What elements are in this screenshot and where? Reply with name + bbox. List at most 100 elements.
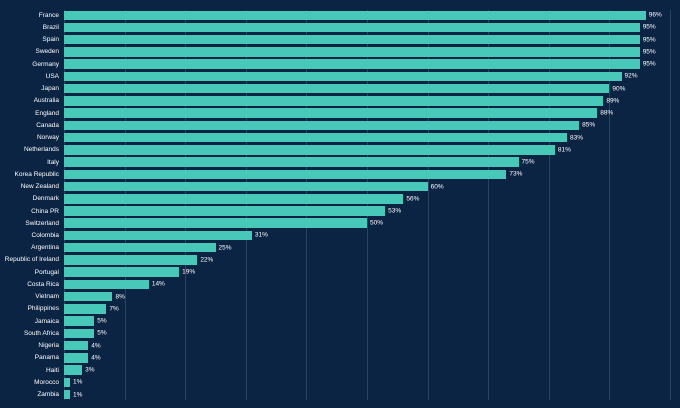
category-label: England — [35, 109, 59, 117]
bar-row: Morocco 1% — [0, 377, 670, 388]
bar — [64, 377, 71, 388]
category-label: Morocco — [34, 378, 59, 386]
bar — [64, 206, 386, 216]
gridline — [124, 10, 126, 400]
bar-track: 1% — [64, 389, 670, 400]
gridline — [548, 10, 550, 400]
value-label: 31% — [254, 231, 268, 239]
bar — [64, 96, 604, 106]
bar-row: Zambia 1% — [0, 389, 670, 400]
value-label: 95% — [642, 23, 656, 31]
value-label: 96% — [648, 11, 662, 19]
gridline — [670, 10, 671, 400]
category-label: Italy — [47, 158, 59, 166]
bar — [64, 34, 640, 45]
gridline — [245, 10, 247, 400]
bar-row: Haiti 3% — [0, 365, 670, 376]
bar-row: USA 92% — [0, 71, 670, 82]
bar — [64, 22, 640, 33]
bar — [64, 194, 404, 204]
bar — [64, 267, 180, 277]
value-label: 90% — [612, 85, 626, 93]
bar — [64, 71, 622, 82]
category-label: Sweden — [35, 48, 60, 56]
value-label: 25% — [218, 244, 232, 252]
value-label: 95% — [642, 60, 656, 68]
category-label: Germany — [32, 60, 59, 68]
category-label: Switzerland — [25, 219, 59, 227]
bar-track: 50% — [64, 218, 670, 228]
bar — [64, 157, 519, 167]
bar-track: 1% — [64, 377, 670, 388]
bar-row: Denmark 56% — [0, 194, 670, 205]
value-label: 83% — [569, 134, 583, 142]
category-label: Spain — [42, 36, 59, 44]
bar-track: 92% — [64, 71, 670, 82]
bar-track: 19% — [64, 267, 670, 277]
bar-row: France 96% — [0, 10, 670, 21]
bar-track: 14% — [64, 279, 670, 290]
bar-track: 95% — [64, 22, 670, 33]
bar-track: 25% — [64, 242, 670, 253]
bar — [64, 389, 71, 400]
bar — [64, 181, 428, 192]
category-label: Norway — [36, 134, 59, 142]
value-label: 19% — [182, 268, 196, 276]
bar-row: South Africa 5% — [0, 328, 670, 339]
category-label: Nigeria — [38, 342, 59, 350]
bar — [64, 10, 646, 20]
bar-track: 81% — [64, 145, 670, 155]
bar-row: Australia 89% — [0, 96, 670, 107]
bar-track: 56% — [64, 194, 670, 204]
bar — [64, 83, 610, 94]
bar — [64, 328, 95, 339]
bar — [64, 304, 107, 314]
bar — [64, 242, 216, 253]
bar-row: Philippines 7% — [0, 304, 670, 315]
category-label: Costa Rica — [27, 280, 59, 288]
bar-track: 4% — [64, 340, 670, 351]
bar — [64, 169, 507, 180]
category-label: Denmark — [32, 195, 59, 203]
bar-track: 75% — [64, 157, 670, 167]
value-label: 85% — [582, 121, 596, 129]
bar — [64, 59, 640, 69]
bar-row: Panama 4% — [0, 353, 670, 364]
value-label: 88% — [600, 109, 614, 117]
bar — [64, 353, 89, 363]
value-label: 3% — [85, 366, 95, 374]
category-label: Panama — [34, 354, 59, 362]
category-label: Argentina — [31, 244, 59, 252]
value-label: 14% — [151, 280, 165, 288]
category-label: Republic of Ireland — [4, 256, 59, 264]
bar-track: 4% — [64, 353, 670, 363]
category-label: Philippines — [27, 305, 59, 313]
bar — [64, 120, 580, 131]
bar-row: Italy 75% — [0, 157, 670, 168]
category-label: Brazil — [42, 23, 59, 31]
bar — [64, 340, 89, 351]
value-label: 95% — [642, 36, 656, 44]
value-label: 73% — [509, 170, 523, 178]
bar-row: Switzerland 50% — [0, 218, 670, 229]
category-label: South Africa — [23, 329, 59, 337]
category-label: Zambia — [37, 391, 59, 399]
value-label: 5% — [97, 317, 107, 325]
category-label: France — [38, 11, 59, 19]
category-label: Japan — [41, 85, 59, 93]
gridline — [427, 10, 429, 400]
category-label: Haiti — [45, 366, 59, 374]
bar — [64, 279, 149, 290]
gridline — [306, 10, 308, 400]
value-label: 95% — [642, 48, 656, 56]
bar-row: Portugal 19% — [0, 267, 670, 278]
category-label: Canada — [36, 121, 59, 129]
bar-row: Republic of Ireland 22% — [0, 255, 670, 266]
bar-track: 96% — [64, 10, 670, 20]
bar-track: 5% — [64, 328, 670, 339]
bar-track: 22% — [64, 255, 670, 265]
bar-row: Norway 83% — [0, 132, 670, 143]
category-label: Australia — [33, 97, 59, 105]
bar — [64, 132, 567, 143]
